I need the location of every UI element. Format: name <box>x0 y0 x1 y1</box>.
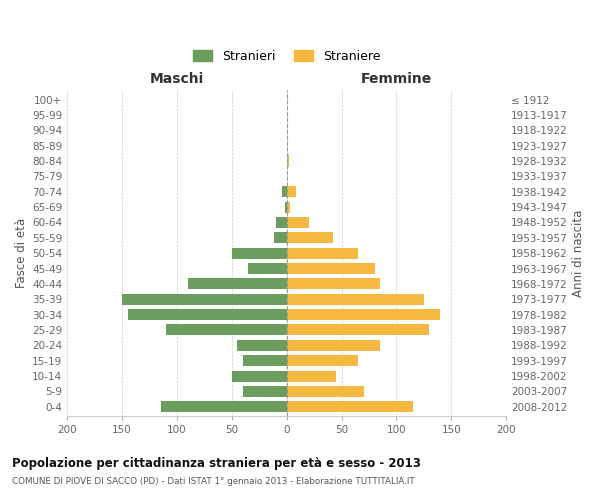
Bar <box>188 278 287 289</box>
Text: Femmine: Femmine <box>361 72 432 86</box>
Bar <box>287 202 290 212</box>
Bar <box>287 156 289 166</box>
Bar <box>276 217 287 228</box>
Bar <box>287 263 374 274</box>
Text: Maschi: Maschi <box>150 72 204 86</box>
Bar <box>287 355 358 366</box>
Bar <box>287 309 440 320</box>
Bar <box>243 386 287 397</box>
Bar <box>284 202 287 212</box>
Bar <box>287 386 364 397</box>
Bar <box>274 232 287 243</box>
Y-axis label: Fasce di età: Fasce di età <box>15 218 28 288</box>
Y-axis label: Anni di nascita: Anni di nascita <box>572 210 585 297</box>
Bar <box>287 278 380 289</box>
Bar <box>122 294 287 305</box>
Bar <box>248 263 287 274</box>
Bar <box>287 232 333 243</box>
Bar <box>287 294 424 305</box>
Text: COMUNE DI PIOVE DI SACCO (PD) - Dati ISTAT 1° gennaio 2013 - Elaborazione TUTTIT: COMUNE DI PIOVE DI SACCO (PD) - Dati IST… <box>12 478 415 486</box>
Bar <box>287 248 358 258</box>
Bar <box>128 309 287 320</box>
Legend: Stranieri, Straniere: Stranieri, Straniere <box>188 44 385 68</box>
Text: Popolazione per cittadinanza straniera per età e sesso - 2013: Popolazione per cittadinanza straniera p… <box>12 458 421 470</box>
Bar <box>287 370 336 382</box>
Bar <box>287 401 413 412</box>
Bar <box>283 186 287 198</box>
Bar <box>287 186 296 198</box>
Bar <box>166 324 287 336</box>
Bar <box>232 370 287 382</box>
Bar <box>238 340 287 351</box>
Bar <box>232 248 287 258</box>
Bar <box>243 355 287 366</box>
Bar <box>161 401 287 412</box>
Bar <box>287 324 430 336</box>
Bar <box>287 340 380 351</box>
Bar <box>287 217 308 228</box>
